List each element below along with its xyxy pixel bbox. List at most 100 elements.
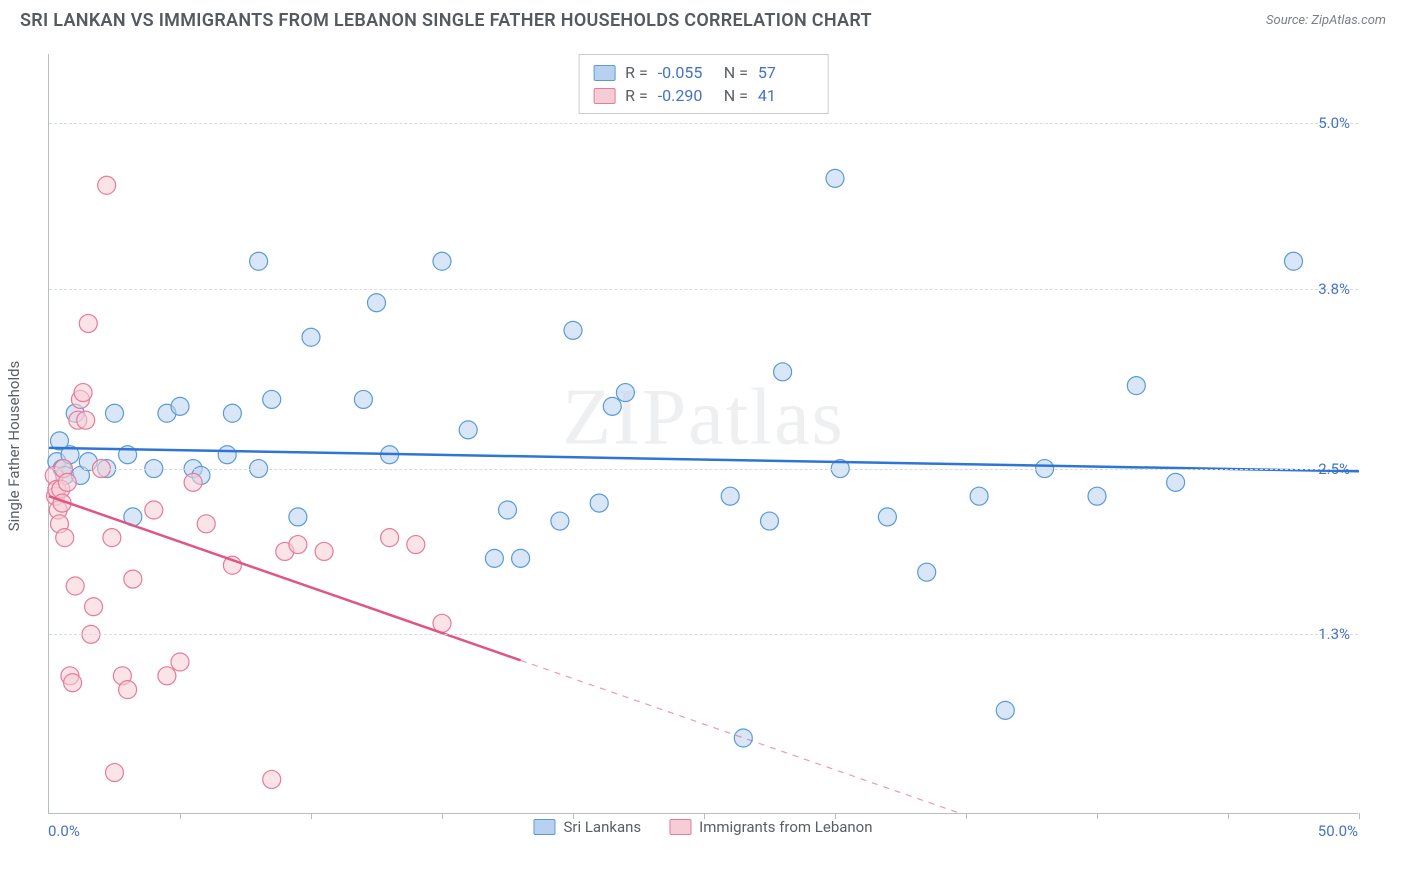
scatter-point	[184, 473, 202, 491]
x-axis-max-label: 50.0%	[1318, 822, 1358, 840]
n-value-2: 41	[758, 86, 814, 105]
scatter-point	[223, 404, 241, 422]
scatter-point	[616, 384, 634, 402]
scatter-point	[77, 411, 95, 429]
scatter-point	[1127, 377, 1145, 395]
scatter-point	[58, 473, 76, 491]
x-tick	[1359, 813, 1360, 819]
gridline	[49, 469, 1358, 470]
legend-swatch-1	[533, 819, 555, 835]
x-axis-min-label: 0.0%	[48, 822, 80, 840]
gridline	[49, 123, 1358, 124]
scatter-point	[918, 563, 936, 581]
x-tick	[1228, 813, 1229, 819]
scatter-point	[145, 501, 163, 519]
scatter-point	[79, 314, 97, 332]
scatter-point	[171, 653, 189, 671]
scatter-point	[103, 529, 121, 547]
r-value-1: -0.055	[658, 63, 714, 82]
scatter-point	[433, 252, 451, 270]
x-tick	[442, 813, 443, 819]
y-tick-label: 1.3%	[1318, 625, 1350, 643]
scatter-point	[197, 515, 215, 533]
scatter-point	[485, 549, 503, 567]
scatter-point	[171, 397, 189, 415]
legend-item-2: Immigrants from Lebanon	[669, 818, 872, 836]
n-label: N =	[724, 86, 748, 105]
r-label: R =	[625, 86, 648, 105]
scatter-point	[263, 770, 281, 788]
r-label: R =	[625, 63, 648, 82]
x-tick	[180, 813, 181, 819]
x-tick	[1097, 813, 1098, 819]
scatter-point	[512, 549, 530, 567]
title-bar: SRI LANKAN VS IMMIGRANTS FROM LEBANON SI…	[0, 0, 1406, 37]
legend-swatch-2	[669, 819, 691, 835]
scatter-point	[302, 328, 320, 346]
regression-line	[49, 496, 521, 660]
scatter-point	[85, 598, 103, 616]
scatter-point	[590, 494, 608, 512]
y-tick-label: 2.5%	[1318, 460, 1350, 478]
scatter-point	[774, 363, 792, 381]
scatter-point	[106, 764, 124, 782]
scatter-point	[124, 570, 142, 588]
source-attribution: Source: ZipAtlas.com	[1266, 13, 1386, 28]
scatter-point	[1167, 473, 1185, 491]
scatter-point	[381, 529, 399, 547]
scatter-point	[119, 681, 137, 699]
y-tick-label: 5.0%	[1318, 114, 1350, 132]
scatter-point	[970, 487, 988, 505]
y-axis-label: Single Father Households	[5, 361, 23, 532]
n-label: N =	[724, 63, 748, 82]
r-value-2: -0.290	[658, 86, 714, 105]
x-tick	[966, 813, 967, 819]
scatter-point	[1088, 487, 1106, 505]
gridline	[49, 289, 1358, 290]
plot-area: ZIPatlas R = -0.055 N = 57 R = -0.290 N …	[48, 54, 1358, 814]
scatter-point	[499, 501, 517, 519]
chart-svg	[49, 54, 1358, 813]
gridline	[49, 634, 1358, 635]
scatter-point	[603, 397, 621, 415]
scatter-point	[826, 169, 844, 187]
scatter-point	[64, 674, 82, 692]
x-tick	[311, 813, 312, 819]
series-legend: Sri Lankans Immigrants from Lebanon	[533, 818, 872, 836]
scatter-point	[564, 321, 582, 339]
n-value-1: 57	[758, 63, 814, 82]
chart-title: SRI LANKAN VS IMMIGRANTS FROM LEBANON SI…	[20, 10, 872, 31]
scatter-point	[250, 252, 268, 270]
scatter-point	[996, 701, 1014, 719]
scatter-point	[459, 421, 477, 439]
legend-swatch-1	[593, 65, 615, 81]
scatter-point	[368, 294, 386, 312]
legend-row-series-2: R = -0.290 N = 41	[593, 84, 814, 107]
scatter-point	[218, 446, 236, 464]
legend-swatch-2	[593, 88, 615, 104]
legend-item-1: Sri Lankans	[533, 818, 641, 836]
scatter-point	[734, 729, 752, 747]
scatter-point	[407, 536, 425, 554]
scatter-point	[315, 542, 333, 560]
y-tick-label: 3.8%	[1318, 280, 1350, 298]
scatter-point	[98, 176, 116, 194]
scatter-point	[289, 508, 307, 526]
scatter-point	[761, 512, 779, 530]
legend-row-series-1: R = -0.055 N = 57	[593, 61, 814, 84]
scatter-point	[158, 667, 176, 685]
scatter-point	[354, 390, 372, 408]
scatter-point	[1285, 252, 1303, 270]
regression-line-extrapolated	[521, 660, 962, 814]
scatter-point	[289, 536, 307, 554]
scatter-point	[263, 390, 281, 408]
scatter-point	[56, 529, 74, 547]
scatter-point	[878, 508, 896, 526]
scatter-point	[551, 512, 569, 530]
legend-label-1: Sri Lankans	[563, 818, 641, 836]
scatter-point	[66, 577, 84, 595]
scatter-point	[106, 404, 124, 422]
scatter-point	[74, 384, 92, 402]
legend-label-2: Immigrants from Lebanon	[699, 818, 872, 836]
correlation-legend-box: R = -0.055 N = 57 R = -0.290 N = 41	[578, 54, 829, 114]
